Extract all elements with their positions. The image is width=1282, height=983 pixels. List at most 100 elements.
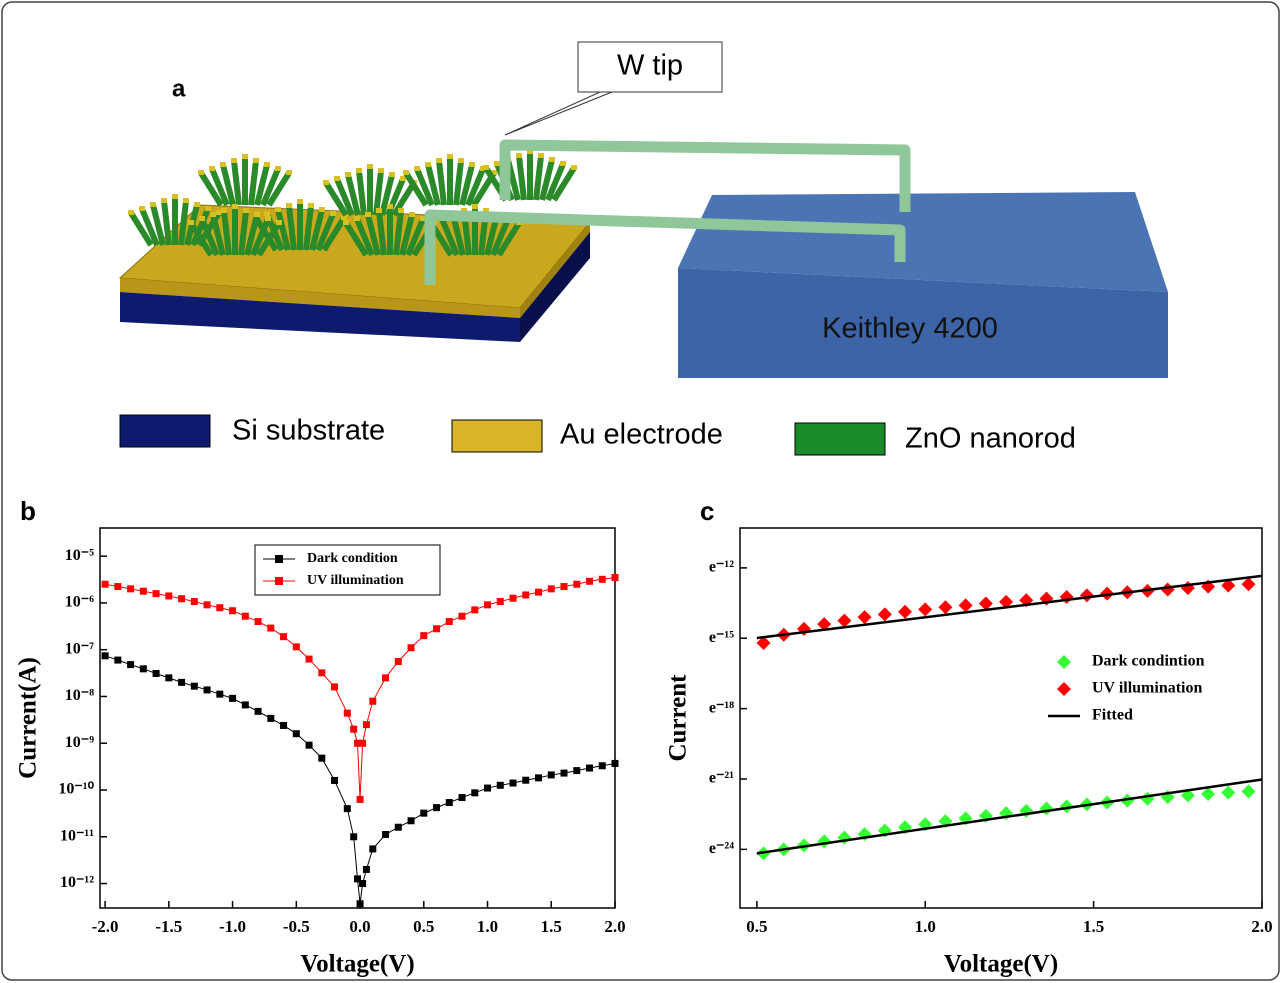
data-point <box>599 762 606 769</box>
nanorod-tip <box>365 212 371 217</box>
data-point <box>140 665 147 672</box>
data-point <box>363 721 370 728</box>
nanorod-tip <box>139 206 145 211</box>
y-tick-label: e⁻¹⁸ <box>709 699 734 716</box>
nanorod-tip <box>286 203 292 208</box>
nanorod-tip <box>458 158 464 163</box>
data-point <box>522 777 529 784</box>
data-point <box>359 880 366 887</box>
data-point <box>395 824 402 831</box>
nanorod-tip <box>414 166 420 171</box>
nanorod-tip <box>265 216 271 221</box>
legend-label: UV illumination <box>1092 680 1203 697</box>
legend-marker <box>275 555 283 563</box>
data-point <box>548 771 555 778</box>
data-point <box>216 691 223 698</box>
data-point <box>484 785 491 792</box>
x-tick-label: 1.0 <box>477 917 498 936</box>
nanorod-tip <box>483 165 489 170</box>
data-point <box>229 607 236 614</box>
nanorod-tip <box>560 161 566 166</box>
data-point <box>114 583 121 590</box>
data-point <box>204 686 211 693</box>
data-point <box>242 701 249 708</box>
y-tick-label: 10⁻¹⁰ <box>58 781 94 798</box>
data-point <box>127 661 134 668</box>
data-point <box>242 613 249 620</box>
data-point <box>255 618 262 625</box>
data-point <box>280 722 287 729</box>
data-point <box>612 760 619 767</box>
data-point <box>561 770 568 777</box>
y-tick-label: 10⁻⁸ <box>65 687 94 704</box>
nanorod-tip <box>387 204 393 209</box>
nanorod-tip <box>472 204 478 209</box>
x-tick-label: 0.5 <box>746 917 767 936</box>
callout-label: W tip <box>617 50 683 82</box>
data-point <box>497 782 504 789</box>
data-point <box>573 767 580 774</box>
data-point <box>433 625 440 632</box>
data-point <box>357 796 364 803</box>
data-point <box>369 845 376 852</box>
nanorod-tip <box>447 154 453 159</box>
data-point <box>459 613 466 620</box>
data-point <box>140 588 147 595</box>
nanorod-tip <box>323 180 329 185</box>
data-point <box>484 601 491 608</box>
legend-label: Dark condition <box>307 551 398 566</box>
data-point <box>127 585 134 592</box>
nanorod-tip <box>297 199 303 204</box>
nanorod-tip <box>319 207 325 212</box>
data-point <box>408 644 415 651</box>
data-point <box>522 591 529 598</box>
nanorod-tip <box>194 202 200 207</box>
data-point <box>395 658 402 665</box>
nanorod-tip <box>354 216 360 221</box>
instrument-label: Keithley 4200 <box>822 313 998 345</box>
x-tick-label: -1.0 <box>219 917 246 936</box>
panel-label: b <box>20 496 36 526</box>
data-point <box>191 598 198 605</box>
x-axis-title: Voltage(V) <box>300 951 414 978</box>
nanorod-tip <box>264 211 270 216</box>
legend-label: Fitted <box>1092 707 1133 724</box>
data-point <box>191 683 198 690</box>
data-point <box>306 656 313 663</box>
panel-label: c <box>700 496 714 526</box>
nanorod-tip <box>538 153 544 158</box>
data-point <box>280 633 287 640</box>
data-point <box>561 583 568 590</box>
data-point <box>408 817 415 824</box>
nanorod-tip <box>254 212 260 217</box>
x-tick-label: 1.5 <box>541 917 562 936</box>
data-point <box>459 794 466 801</box>
data-point <box>344 805 351 812</box>
nanorod-tip <box>516 153 522 158</box>
nanorod-tip <box>232 204 238 209</box>
data-point <box>114 657 121 664</box>
nanorod-tip <box>549 157 555 162</box>
legend-swatch <box>452 420 542 452</box>
nanorod-tip <box>161 198 167 203</box>
legend-label: ZnO nanorod <box>905 423 1076 455</box>
legend-label: Au electrode <box>560 419 723 451</box>
data-point <box>446 618 453 625</box>
nanorod-tip <box>205 206 211 211</box>
y-tick-label: e⁻¹⁵ <box>709 629 734 646</box>
data-point <box>165 674 172 681</box>
data-point <box>153 670 160 677</box>
data-point <box>331 683 338 690</box>
y-tick-label: e⁻²⁴ <box>709 840 734 857</box>
data-point <box>586 578 593 585</box>
data-point <box>178 679 185 686</box>
data-point <box>255 708 262 715</box>
nanorod-tip <box>128 210 134 215</box>
y-axis-title: Current <box>665 674 692 762</box>
data-point <box>229 695 236 702</box>
x-tick-label: 0.5 <box>413 917 434 936</box>
nanorod-tip <box>334 176 340 181</box>
data-point <box>359 740 366 747</box>
nanorod-tip <box>209 166 215 171</box>
data-point <box>102 581 109 588</box>
